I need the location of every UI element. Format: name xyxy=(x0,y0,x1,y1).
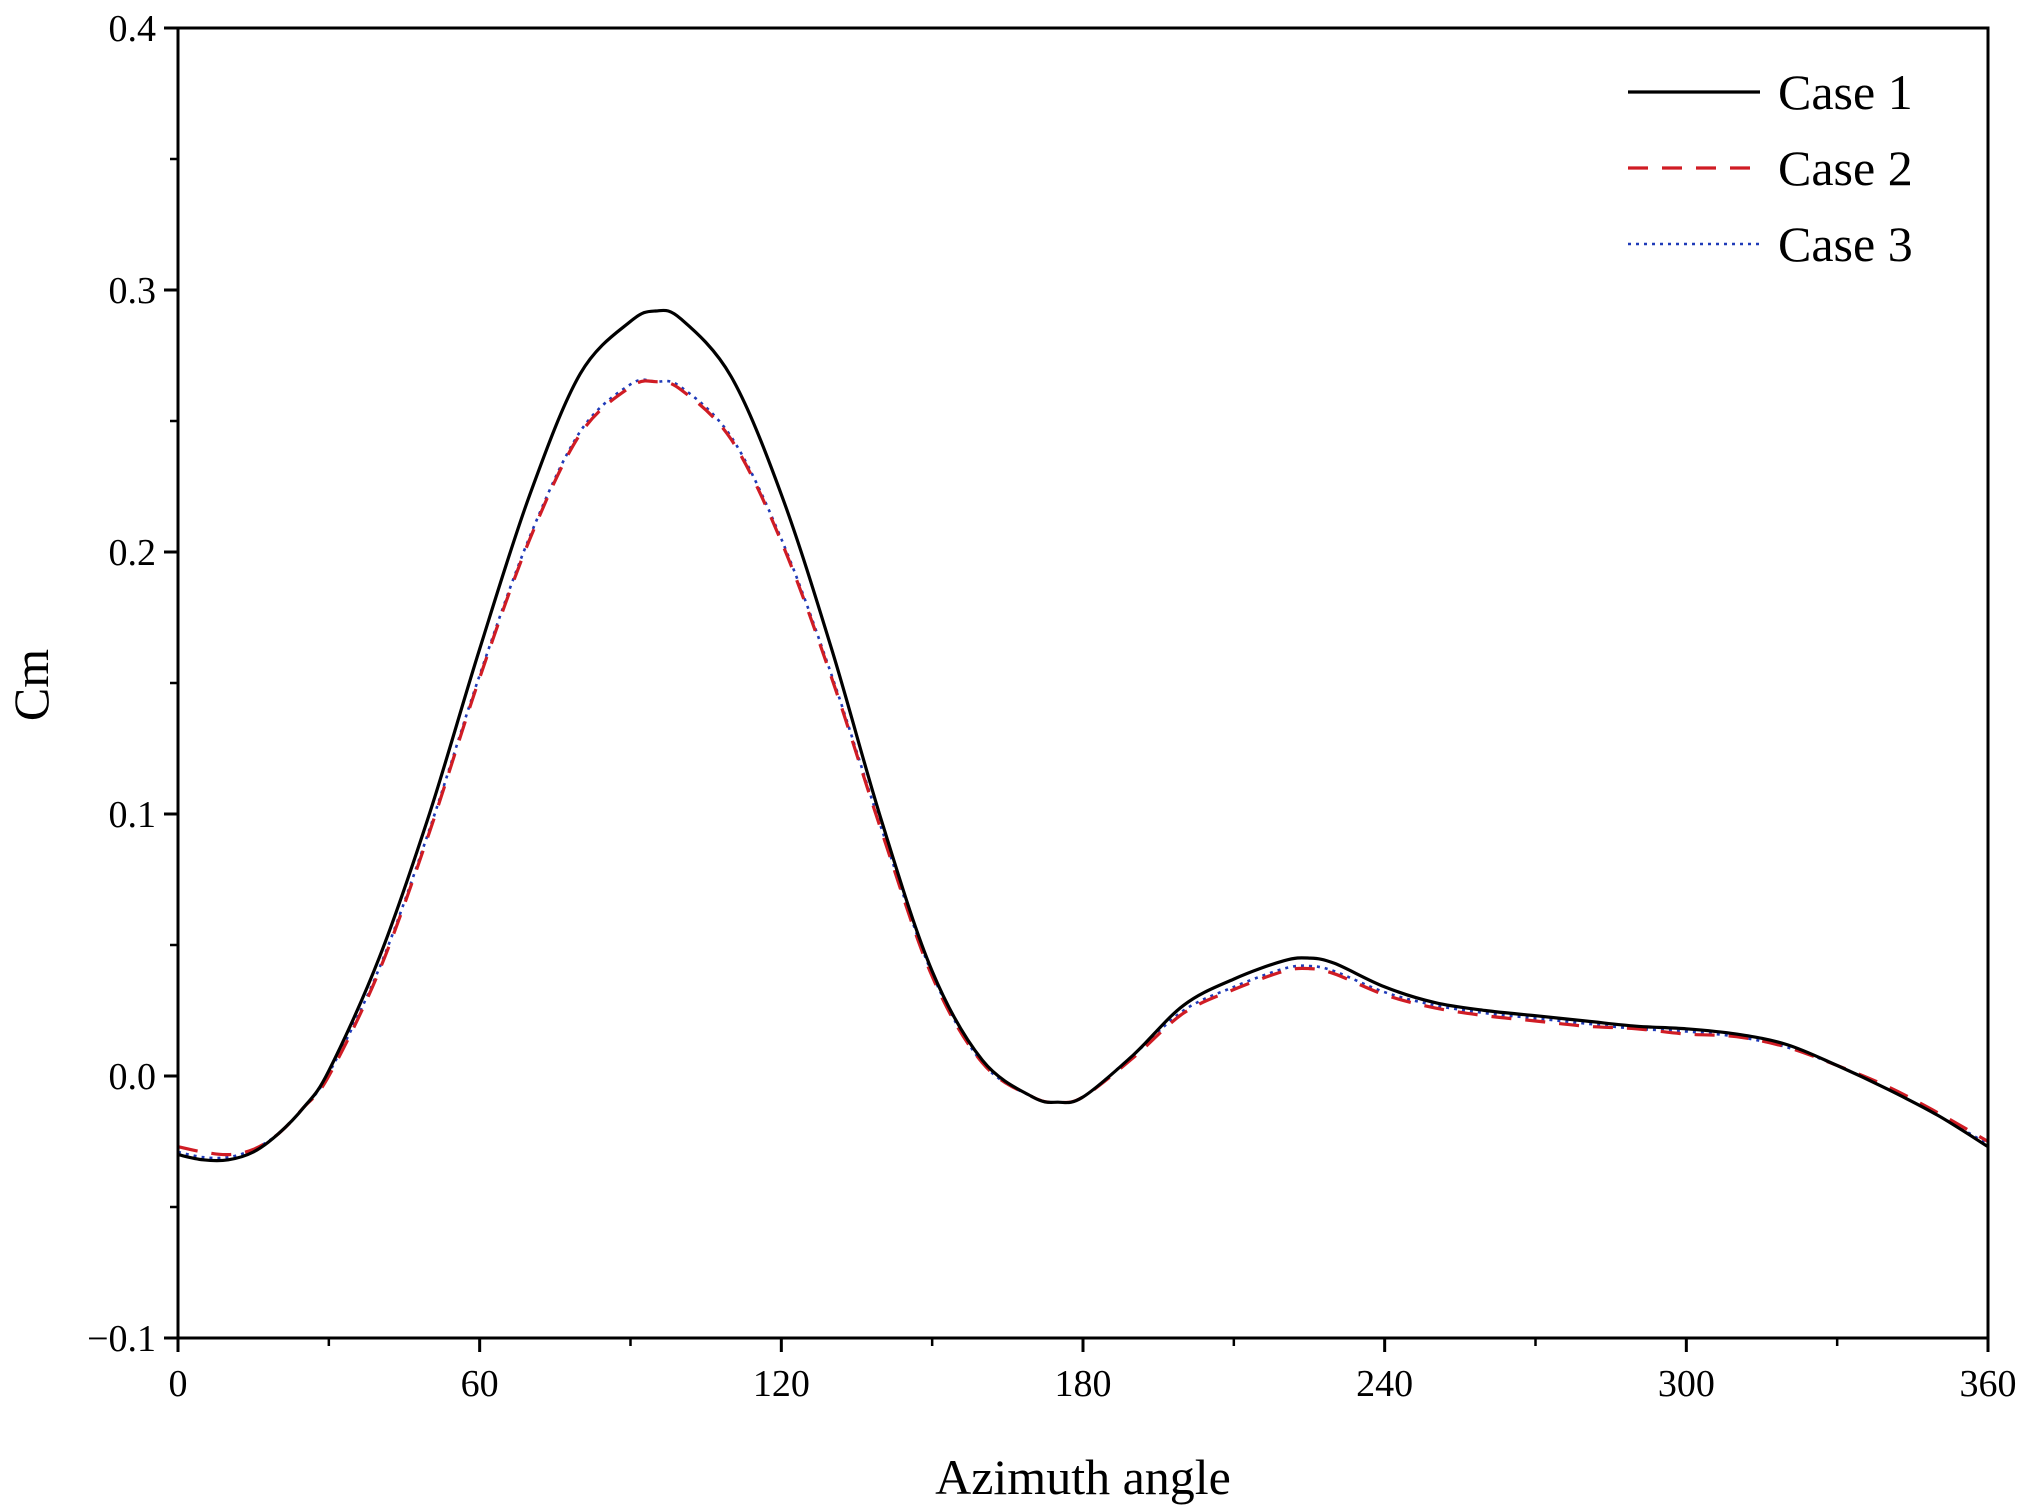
y-axis-title: Cm xyxy=(3,649,59,721)
y-tick-label: 0.3 xyxy=(109,270,157,312)
x-tick-label: 60 xyxy=(461,1363,499,1405)
y-tick-label: 0.0 xyxy=(109,1056,157,1098)
plot-frame xyxy=(176,26,1990,1340)
legend-label-case-3: Case 3 xyxy=(1778,216,1913,272)
x-axis-title: Azimuth angle xyxy=(935,1449,1231,1505)
x-tick-label: 240 xyxy=(1356,1363,1413,1405)
axes: 0 60 120 180 240 300 360 −0.1 0.0 0.1 0.2 0.3 0.4 xyxy=(87,8,2016,1405)
y-tick-label: 0.1 xyxy=(109,794,157,836)
legend-label-case-1: Case 1 xyxy=(1778,64,1913,120)
series-line-case-1 xyxy=(177,308,1989,1163)
legend: Case 1 Case 2 Case 3 xyxy=(1628,64,1913,272)
x-tick-label: 120 xyxy=(753,1363,810,1405)
legend-label-case-2: Case 2 xyxy=(1778,140,1913,196)
x-tick-label: 180 xyxy=(1055,1363,1112,1405)
x-tick-label: 0 xyxy=(169,1363,188,1405)
x-tick-label: 360 xyxy=(1960,1363,2017,1405)
series-line-case-2 xyxy=(177,379,1989,1157)
y-tick-label: 0.4 xyxy=(109,8,157,50)
x-tick-label: 300 xyxy=(1658,1363,1715,1405)
y-tick-label: −0.1 xyxy=(87,1318,156,1360)
plot-area xyxy=(177,308,1989,1163)
y-tick-label: 0.2 xyxy=(109,532,157,574)
